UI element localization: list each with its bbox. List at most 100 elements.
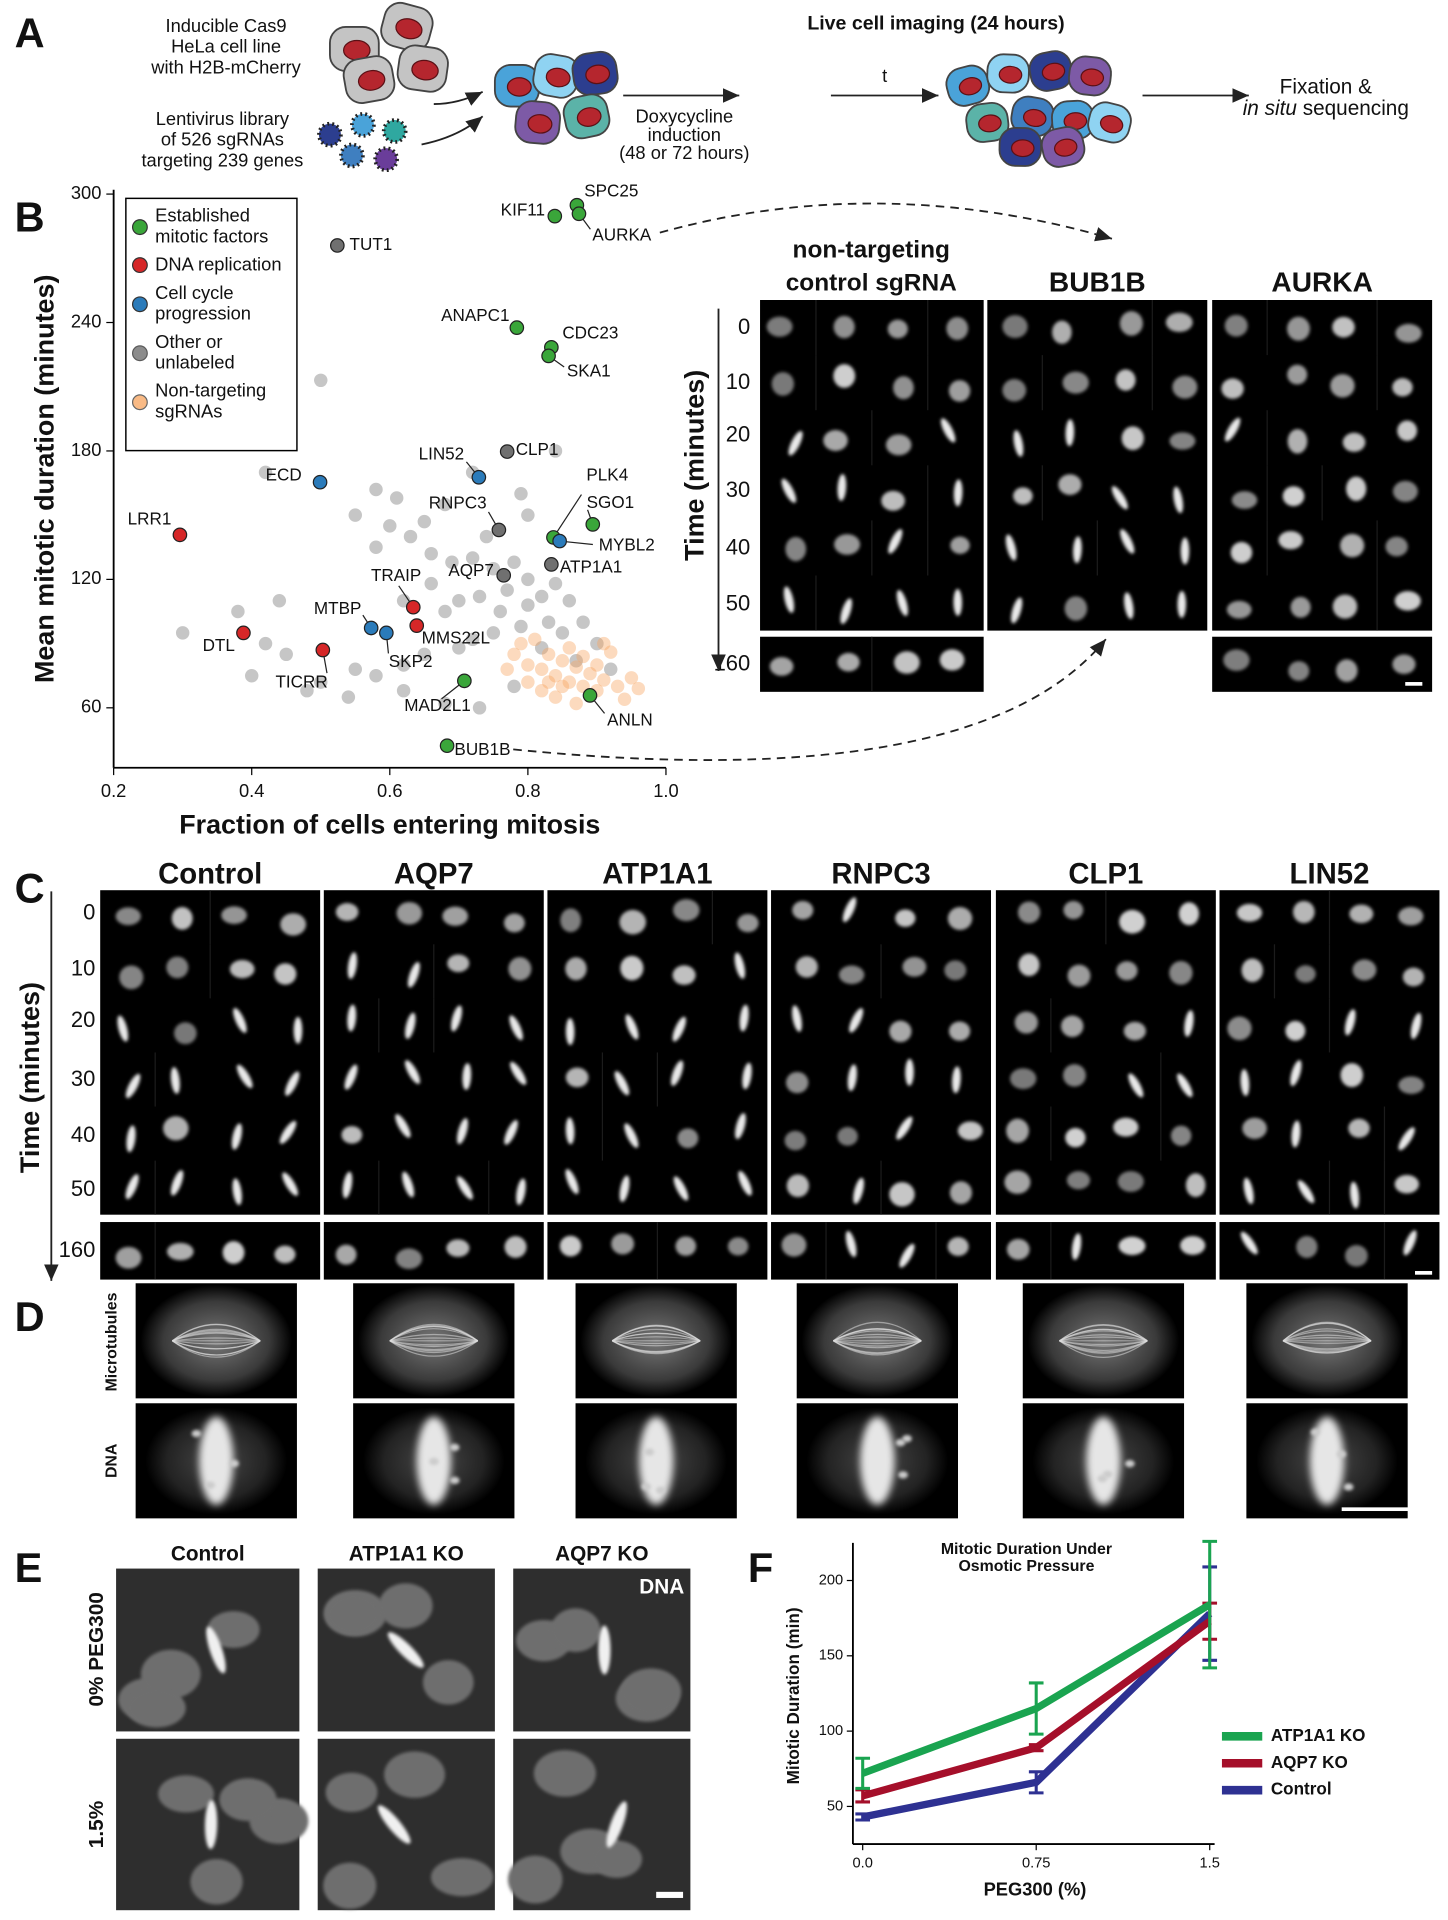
nucleus (1285, 1020, 1306, 1041)
nucleus (1006, 1118, 1029, 1143)
time-label: 10 (726, 369, 750, 394)
spindle-fiber (389, 1340, 479, 1357)
chromosome (1102, 1470, 1113, 1478)
data-point (514, 619, 528, 634)
nucleus (1004, 1170, 1031, 1194)
nucleus (1018, 953, 1040, 977)
point-label: BUB1B (454, 740, 510, 759)
nucleus (673, 899, 700, 922)
nucleus (1221, 378, 1244, 399)
data-point (547, 208, 563, 224)
nucleus (559, 1235, 582, 1257)
chromosome (429, 1457, 439, 1466)
column-header: LIN52 (1290, 857, 1370, 890)
nucleus (1064, 596, 1088, 621)
error-bar (855, 1756, 871, 1790)
y-tick-label: 200 (819, 1572, 843, 1588)
dashed-arrow (659, 202, 1113, 242)
data-point (396, 658, 411, 672)
nucleus (1392, 480, 1418, 502)
schematic-text: Fixation & (1280, 76, 1372, 99)
chromosome (347, 1004, 357, 1032)
chart-title: Mitotic Duration Under Osmotic Pressure (940, 1540, 1113, 1575)
nucleus (766, 316, 793, 337)
data-point (363, 620, 379, 636)
time-label: 10 (71, 956, 95, 981)
nucleus (396, 901, 423, 925)
nucleus (1010, 139, 1035, 158)
nucleus (1287, 364, 1308, 385)
chromosome (781, 478, 797, 503)
nucleus (1397, 420, 1418, 441)
chromosome (670, 1060, 684, 1086)
chromosome (377, 1805, 411, 1844)
data-point (583, 666, 597, 681)
nucleus (1295, 965, 1316, 983)
nucleus (1178, 902, 1200, 926)
data-point (369, 668, 383, 683)
data-point (534, 662, 549, 677)
chromosome (1350, 1181, 1360, 1209)
y-axis-title: Mitotic Duration (min) (784, 1607, 803, 1784)
chromosome (456, 1118, 469, 1145)
data-point (521, 658, 535, 672)
chromosome (625, 1014, 639, 1040)
chromosome (342, 1171, 353, 1199)
nucleus (207, 1611, 260, 1649)
data-point (631, 681, 646, 696)
nucleus (335, 1244, 357, 1265)
nucleus (166, 1242, 194, 1261)
chromosome (1111, 486, 1128, 510)
chromosome (232, 1178, 242, 1206)
nucleus (1169, 961, 1193, 985)
spindle-fiber (1282, 1328, 1372, 1342)
nucleus (1224, 314, 1248, 337)
chromosome (847, 1064, 857, 1092)
chromosome (402, 1171, 415, 1198)
spindle-fiber (172, 1328, 261, 1342)
data-point (590, 658, 604, 672)
nucleus (507, 1855, 563, 1904)
spindle-fiber (389, 1337, 478, 1342)
data-point (439, 738, 455, 754)
nucleus (1340, 533, 1365, 558)
nucleus (1080, 68, 1105, 87)
chromosome (565, 1117, 575, 1145)
chromosome (1124, 592, 1134, 619)
spindle-fiber (833, 1340, 922, 1345)
nucleus (677, 1128, 699, 1149)
nucleus (1041, 62, 1066, 81)
nucleus (1287, 429, 1308, 454)
nucleus (792, 900, 814, 920)
nucleus (411, 59, 439, 81)
chromosome (125, 1073, 141, 1099)
nucleus (894, 651, 920, 674)
cell-icon (1067, 55, 1112, 97)
nucleus (1169, 432, 1196, 450)
time-label: 20 (726, 422, 750, 447)
cell-icon (562, 93, 611, 140)
nucleus (672, 965, 696, 985)
point-label: SKA1 (567, 361, 611, 380)
nucleus (1223, 649, 1250, 671)
nucleus (620, 955, 644, 981)
data-point (244, 668, 259, 683)
nucleus (1063, 1064, 1086, 1087)
point-label: MMS22L (422, 629, 490, 648)
data-point (438, 604, 452, 619)
nucleus (1242, 1117, 1267, 1139)
x-tick-label: 0.8 (515, 780, 540, 801)
x-tick-label: 1.5 (1200, 1856, 1220, 1872)
legend-swatch (131, 295, 148, 312)
data-point (548, 668, 563, 683)
nucleus (280, 913, 307, 936)
data-point (604, 662, 618, 677)
time-label: 50 (71, 1176, 95, 1201)
nucleus (1022, 108, 1047, 128)
chromosome (1310, 1428, 1321, 1436)
nucleus (1335, 659, 1358, 682)
nucleus (834, 534, 861, 555)
nucleus (619, 909, 646, 935)
nucleus (1116, 961, 1138, 981)
schematic-text: sequencing (1303, 98, 1409, 121)
